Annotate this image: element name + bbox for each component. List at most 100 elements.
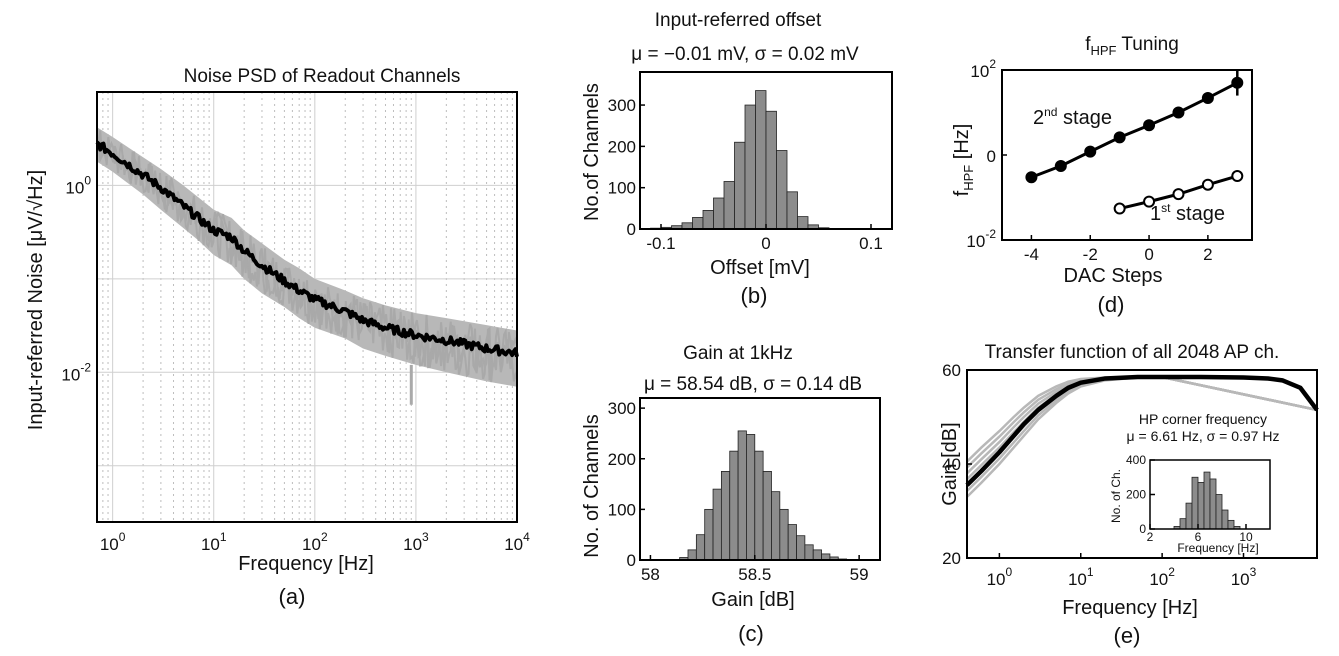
panel-a-y-tick-label: 10-2 [61, 360, 91, 384]
panel-c-x-tick-label: 59 [850, 565, 869, 584]
inset-stats: μ = 6.61 Hz, σ = 0.97 Hz [1127, 428, 1280, 444]
panel-c: 58 58.5 59 0 100 200 300 Gain at 1kHz μ = 58.… [581, 343, 881, 646]
panel-b-stats: μ = −0.01 mV, σ = 0.02 mV [631, 44, 859, 65]
panel-d-series [1025, 70, 1244, 215]
panel-b-x-tick-label: 0.1 [859, 234, 883, 253]
inset-y-tick-label: 200 [1126, 488, 1146, 502]
panel-e-title: Transfer function of all 2048 AP ch. [985, 342, 1280, 363]
panel-c-bar [712, 488, 722, 561]
panel-a-y-tick-label: 100 [65, 173, 91, 197]
panel-a: 100 101 102 103 104 100 10-2 Noise PSD of Rea… [25, 66, 530, 609]
inset-bar [1215, 494, 1223, 530]
panel-c-title: Gain at 1kHz [683, 343, 793, 364]
inset-bars [1173, 471, 1241, 530]
panel-b-bar [702, 210, 714, 230]
inset-xlabel: Frequency [Hz] [1177, 541, 1258, 555]
panel-a-xlabel: Frequency [Hz] [238, 553, 374, 575]
panel-a-x-tick-label: 102 [302, 530, 328, 554]
panel-d-x-tick-label: -4 [1024, 245, 1039, 264]
panel-d-label-1st-rest: stage [1170, 203, 1224, 225]
panel-c-bar [729, 450, 739, 561]
panel-b-bar [723, 181, 735, 230]
panel-c-y-tick-label: 300 [608, 399, 636, 418]
panel-d-point-2nd-stage [1084, 145, 1097, 158]
panel-a-channel-trace [96, 138, 518, 382]
panel-d-ylabel: fHPF [Hz] [951, 124, 976, 197]
panel-e-y-tick-label: 20 [942, 549, 961, 568]
panel-d-point-2nd-stage [1172, 106, 1185, 119]
inset-x-tick-label: 6 [1195, 530, 1202, 544]
panel-c-bar [695, 534, 706, 561]
panel-b-y-tick-label: 100 [608, 179, 636, 198]
panel-d-label-2nd-stage: 2nd stage [1033, 105, 1112, 129]
inset-y-tick-label: 0 [1139, 522, 1146, 536]
panel-d-title-rest: Tuning [1116, 34, 1178, 55]
panel-d-title-f: f [1085, 34, 1091, 55]
panel-c-bar [704, 508, 714, 561]
panel-b-y-tick-label: 200 [608, 137, 636, 156]
panel-a-series [95, 127, 519, 405]
panel-a-y-ticks: 100 10-2 [61, 173, 91, 384]
panel-c-stats: μ = 58.54 dB, σ = 0.14 dB [644, 374, 862, 395]
panel-c-bar [762, 471, 772, 561]
panel-c-bars [679, 430, 848, 561]
inset-bar [1191, 476, 1199, 530]
panel-b-bar [797, 216, 809, 230]
panel-c-bar [771, 491, 781, 561]
panel-a-x-tick-label: 104 [504, 530, 530, 554]
panel-d-point-1st-stage [1201, 178, 1214, 191]
panel-c-bar [720, 471, 731, 561]
panel-e-x-tick-label: 101 [1068, 565, 1094, 589]
panel-b-y-ticks: 0 100 200 300 [608, 96, 645, 239]
panel-e-x-ticks: 100 101 102 103 [987, 553, 1257, 589]
panel-d-label-1st-num: 1 [1150, 203, 1161, 225]
panel-c-y-tick-label: 0 [627, 551, 636, 570]
panel-c-x-ticks: 58 58.5 59 [641, 555, 869, 584]
panel-a-x-tick-label: 103 [403, 530, 429, 554]
panel-a-x-ticks: 100 101 102 103 104 [100, 530, 530, 554]
panel-d-label-2nd-rest: stage [1057, 107, 1111, 129]
panel-b-x-tick-label: 0 [761, 234, 770, 253]
panel-b-x-tick-label: -0.1 [646, 234, 675, 253]
panel-c-bar [804, 544, 814, 561]
panel-d-point-2nd-stage [1054, 160, 1067, 173]
panel-d-x-tick-label: -2 [1083, 245, 1098, 264]
panel-d-x-tick-label: 0 [1144, 245, 1153, 264]
panel-d-ylabel-f: f [951, 190, 973, 196]
panel-d-title-sub: HPF [1090, 43, 1116, 58]
panel-d-y-ticks: 102 0 10-2 [966, 57, 1007, 251]
inset-x-ticks: 2 6 10 [1147, 524, 1253, 544]
panel-b-bars [650, 90, 830, 230]
inset-bar [1209, 478, 1217, 530]
panel-d-point-1st-stage [1113, 202, 1126, 215]
panel-a-title: Noise PSD of Readout Channels [184, 66, 461, 87]
inset-bar [1203, 471, 1211, 530]
panel-a-channel-trace [96, 130, 518, 383]
panel-d-label-2nd-sup: nd [1044, 105, 1057, 119]
panel-e-series [965, 374, 1319, 498]
panel-c-plot-frame [639, 397, 881, 561]
panel-a-ylabel: Input-referred Noise [μV/√Hz] [25, 170, 47, 430]
panel-c-bar [737, 430, 747, 561]
panel-c-xlabel: Gain [dB] [711, 589, 794, 611]
inset-bar [1227, 519, 1235, 530]
panel-d-point-1st-stage [1231, 170, 1244, 183]
inset-bar [1197, 482, 1205, 530]
panel-b-x-ticks: -0.1 0 0.1 [646, 224, 883, 253]
panel-e-xlabel: Frequency [Hz] [1062, 597, 1198, 619]
panel-d-point-2nd-stage [1025, 171, 1038, 184]
panel-d-ylabel-sub: HPF [961, 165, 976, 191]
panel-b-y-tick-label: 0 [627, 220, 636, 239]
panel-b-title: Input-referred offset [655, 10, 822, 31]
panel-c-y-tick-label: 200 [608, 450, 636, 469]
inset-title: HP corner frequency [1139, 411, 1267, 427]
panel-d-x-tick-label: 2 [1203, 245, 1212, 264]
panel-c-bar [812, 549, 822, 561]
panel-e-x-tick-label: 103 [1231, 565, 1257, 589]
inset-bar [1221, 509, 1229, 530]
panel-d-xlabel: DAC Steps [1064, 265, 1163, 287]
panel-a-mean-line [95, 140, 519, 358]
panel-e-y-tick-label: 40 [942, 455, 961, 474]
panel-e-typical-curve [965, 374, 1319, 487]
